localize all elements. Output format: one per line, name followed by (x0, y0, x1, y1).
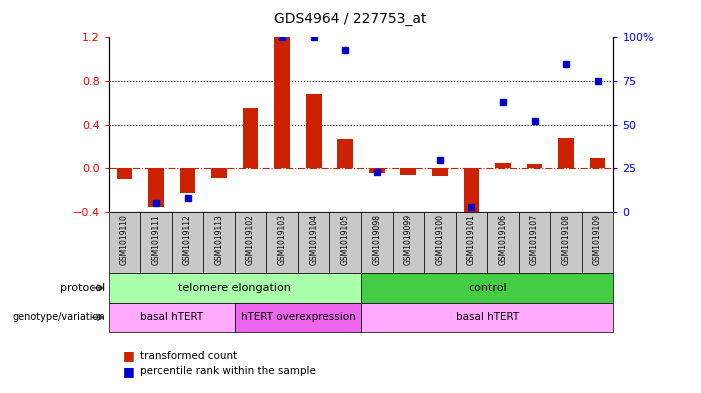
Text: GSM1019112: GSM1019112 (183, 214, 192, 265)
Bar (495, 163, 511, 169)
Text: GDS4964 / 227753_at: GDS4964 / 227753_at (274, 12, 427, 26)
Bar (550, 212, 582, 273)
Text: GSM1019108: GSM1019108 (562, 214, 571, 265)
Bar (582, 212, 613, 273)
Bar (203, 212, 235, 273)
Text: GSM1019105: GSM1019105 (341, 214, 350, 265)
Bar (361, 273, 613, 303)
Text: GSM1019107: GSM1019107 (530, 214, 539, 265)
Text: GSM1019099: GSM1019099 (404, 214, 413, 265)
Bar (519, 212, 550, 273)
Bar (369, 169, 385, 173)
Bar (590, 158, 606, 169)
Bar (266, 212, 298, 273)
Bar (463, 169, 479, 215)
Bar (109, 212, 140, 273)
Text: basal hTERT: basal hTERT (140, 312, 203, 322)
Bar (526, 164, 543, 169)
Bar (140, 212, 172, 273)
Bar (432, 169, 448, 176)
Text: protocol: protocol (60, 283, 105, 293)
Text: GSM1019098: GSM1019098 (372, 214, 381, 265)
Text: GSM1019101: GSM1019101 (467, 214, 476, 265)
Text: ■: ■ (123, 365, 135, 378)
Bar (298, 212, 329, 273)
Text: basal hTERT: basal hTERT (456, 312, 519, 322)
Text: GSM1019113: GSM1019113 (215, 214, 224, 265)
Bar (179, 169, 196, 193)
Bar (116, 169, 132, 180)
Text: control: control (468, 283, 507, 293)
Text: transformed count: transformed count (140, 351, 238, 361)
Bar (243, 108, 259, 169)
Bar (393, 212, 424, 273)
Text: GSM1019109: GSM1019109 (593, 214, 602, 265)
Text: GSM1019111: GSM1019111 (151, 214, 161, 265)
Bar (361, 212, 393, 273)
Bar (235, 212, 266, 273)
Text: GSM1019104: GSM1019104 (309, 214, 318, 265)
Bar (306, 94, 322, 169)
Text: genotype/variation: genotype/variation (13, 312, 105, 322)
Text: percentile rank within the sample: percentile rank within the sample (140, 366, 316, 376)
Bar (109, 303, 235, 332)
Text: GSM1019100: GSM1019100 (435, 214, 444, 265)
Text: GSM1019110: GSM1019110 (120, 214, 129, 265)
Text: GSM1019102: GSM1019102 (246, 214, 255, 265)
Bar (424, 212, 456, 273)
Text: GSM1019103: GSM1019103 (278, 214, 287, 265)
Text: ■: ■ (123, 349, 135, 362)
Bar (235, 303, 361, 332)
Bar (109, 273, 361, 303)
Text: hTERT overexpression: hTERT overexpression (240, 312, 355, 322)
Bar (456, 212, 487, 273)
Bar (487, 212, 519, 273)
Bar (274, 37, 290, 169)
Bar (172, 212, 203, 273)
Bar (361, 303, 613, 332)
Bar (329, 212, 361, 273)
Text: GSM1019106: GSM1019106 (498, 214, 508, 265)
Bar (337, 139, 353, 169)
Bar (558, 138, 574, 169)
Text: telomere elongation: telomere elongation (178, 283, 292, 293)
Bar (400, 169, 416, 175)
Bar (148, 169, 164, 207)
Bar (211, 169, 227, 178)
